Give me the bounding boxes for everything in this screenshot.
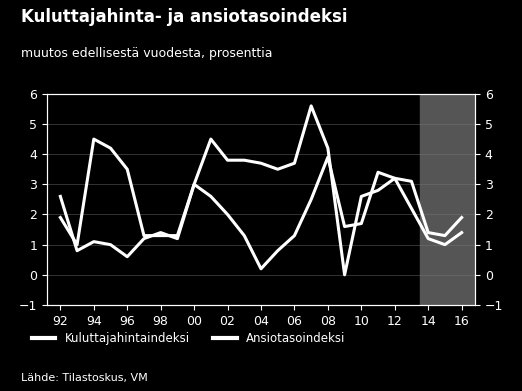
Text: muutos edellisestä vuodesta, prosenttia: muutos edellisestä vuodesta, prosenttia (21, 47, 272, 60)
Text: Kuluttajahinta- ja ansiotasoindeksi: Kuluttajahinta- ja ansiotasoindeksi (21, 8, 347, 26)
Bar (420, 94, 475, 305)
Legend: Kuluttajahintaindeksi, Ansiotasoindeksi: Kuluttajahintaindeksi, Ansiotasoindeksi (27, 328, 350, 350)
Text: Lähde: Tilastoskus, VM: Lähde: Tilastoskus, VM (21, 373, 148, 383)
